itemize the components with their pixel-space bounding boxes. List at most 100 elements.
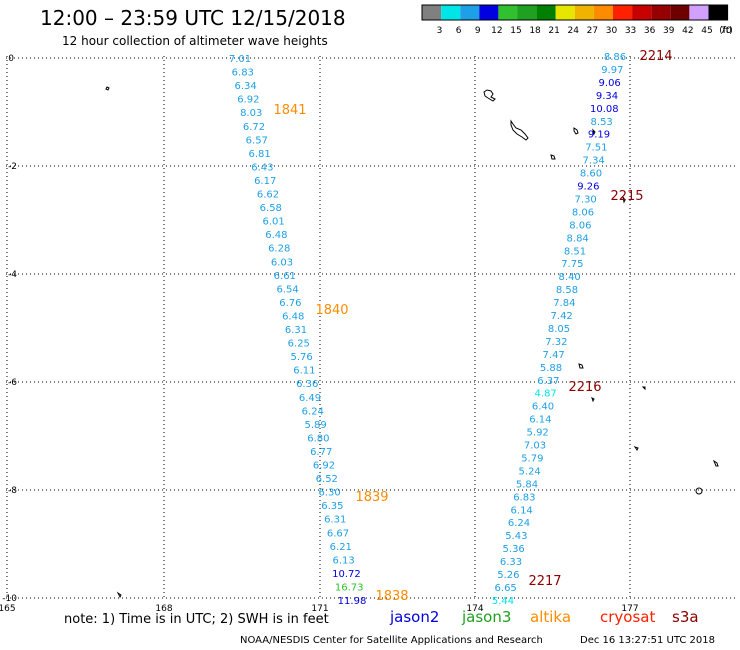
- swh-value-west: 6.77: [310, 447, 332, 458]
- swh-value-east: 5.36: [503, 544, 525, 555]
- lon-tick-label: 165: [0, 604, 16, 614]
- scale-swatch-3: [422, 5, 442, 20]
- swh-value-west: 6.43: [251, 162, 273, 173]
- swh-value-west: 6.25: [288, 339, 310, 350]
- pass-time-label: 2216: [568, 380, 601, 395]
- swh-value-east: 8.53: [591, 117, 613, 128]
- lon-tick-label: 168: [155, 604, 172, 614]
- lat-tick-label: -10: [2, 594, 17, 604]
- swh-value-east: 8.06: [572, 207, 594, 218]
- scale-swatch-45: [689, 5, 709, 20]
- swh-value-east: 7.51: [585, 143, 607, 154]
- pass-time-label: 1839: [355, 490, 388, 505]
- swh-value-west: 6.92: [237, 95, 259, 106]
- scale-label-15: 15: [510, 26, 521, 36]
- pass-time-label: 2217: [528, 574, 561, 589]
- swh-value-east: 8.06: [569, 220, 591, 231]
- scale-swatch-15: [498, 5, 518, 20]
- swh-value-west: 6.21: [330, 542, 352, 553]
- scale-label-30: 30: [606, 26, 618, 36]
- swh-value-east: 7.32: [545, 337, 567, 348]
- lon-tick-label: 171: [311, 604, 328, 614]
- lat-tick-label: -8: [8, 486, 17, 496]
- swh-value-west: 6.17: [254, 176, 276, 187]
- scale-swatch-33: [613, 5, 633, 20]
- scale-label-27: 27: [587, 26, 598, 36]
- swh-value-west: 6.36: [296, 379, 318, 390]
- scale-swatch-70: [708, 5, 728, 20]
- swh-value-east: 8.86: [604, 52, 626, 63]
- pass-time-label: 1838: [375, 589, 408, 604]
- swh-value-west: 6.31: [285, 325, 307, 336]
- swh-value-west: 6.13: [332, 555, 354, 566]
- scale-swatch-6: [441, 5, 461, 20]
- swh-value-east: 8.40: [559, 272, 581, 283]
- swh-value-east: 6.33: [500, 557, 522, 568]
- map-grid: [6, 56, 735, 600]
- swh-value-west: 6.58: [260, 203, 282, 214]
- scale-swatch-36: [632, 5, 652, 20]
- pass-time-labels: 1841 1840 1839 1838 2214 2215 2216 2217: [273, 49, 672, 604]
- swh-value-west: 6.54: [276, 284, 298, 295]
- swh-value-east: 5.84: [516, 479, 538, 490]
- swh-value-east: 6.14: [511, 505, 533, 516]
- swh-value-east: 9.34: [596, 91, 618, 102]
- swh-value-west: 6.67: [327, 528, 349, 539]
- pass-time-label: 1840: [315, 303, 348, 318]
- swh-value-west: 6.81: [248, 149, 270, 160]
- lat-tick-label: -6: [8, 378, 17, 388]
- scale-swatch-27: [574, 5, 594, 20]
- scale-label-24: 24: [568, 26, 580, 36]
- scale-label-36: 36: [644, 26, 656, 36]
- swh-value-west: 6.48: [265, 230, 287, 241]
- swh-value-west: 7.01: [229, 54, 251, 65]
- swh-value-west: 6.62: [257, 190, 279, 201]
- swh-value-east: 5.79: [521, 453, 543, 464]
- swh-value-east: 5.44: [492, 596, 514, 607]
- swh-value-east: 6.65: [495, 583, 517, 594]
- scale-swatch-42: [670, 5, 690, 20]
- altimeter-tracks: 7.01 6.83 6.34 6.92 8.03 6.72 6.57 6.81 6.43 6.17…: [229, 52, 626, 607]
- scale-label-42: 42: [682, 26, 693, 36]
- swh-value-west: 8.03: [240, 108, 262, 119]
- island-outlines: [105, 86, 719, 599]
- swh-value-east: 8.84: [567, 233, 589, 244]
- swh-value-east: 5.43: [505, 531, 527, 542]
- swh-value-east: 8.60: [580, 169, 602, 180]
- lat-tick-label: 0: [8, 54, 14, 64]
- pass-time-label: 1841: [273, 103, 306, 118]
- scale-swatch-12: [479, 5, 499, 20]
- swh-value-east: 5.26: [497, 570, 519, 581]
- scale-swatch-18: [517, 5, 537, 20]
- scale-label-12: 12: [491, 26, 502, 36]
- swh-value-west: 6.52: [316, 474, 338, 485]
- scale-label-18: 18: [529, 26, 541, 36]
- lat-tick-label: -4: [8, 270, 17, 280]
- scale-unit: (ft): [719, 26, 733, 36]
- scale-label-6: 6: [456, 26, 462, 36]
- swh-value-east: 7.03: [524, 441, 546, 452]
- scale-label-70: 70: [720, 26, 732, 36]
- pass-time-label: 2215: [610, 189, 643, 204]
- swh-value-east: 7.42: [551, 311, 573, 322]
- swh-value-west: 6.35: [321, 501, 343, 512]
- swh-value-east: 6.14: [529, 415, 551, 426]
- swh-value-east: 7.34: [583, 156, 605, 167]
- lat-tick-label: -2: [8, 162, 17, 172]
- swh-value-west: 6.34: [234, 81, 256, 92]
- scale-label-45: 45: [701, 26, 712, 36]
- swh-value-west: 6.24: [302, 406, 324, 417]
- swh-value-east: 7.47: [543, 350, 565, 361]
- swh-value-east: 7.84: [553, 298, 575, 309]
- swh-value-west: 16.73: [335, 582, 364, 593]
- swh-value-east: 5.88: [540, 363, 562, 374]
- swh-value-east: 5.92: [527, 428, 549, 439]
- swh-value-west: 6.72: [243, 122, 265, 133]
- swh-value-west: 6.01: [262, 217, 284, 228]
- swh-value-west: 6.57: [246, 135, 268, 146]
- swh-value-east: 6.24: [508, 518, 530, 529]
- swh-value-west: 6.49: [299, 393, 321, 404]
- swh-value-west: 6.92: [313, 461, 335, 472]
- swh-value-west: 6.80: [307, 433, 329, 444]
